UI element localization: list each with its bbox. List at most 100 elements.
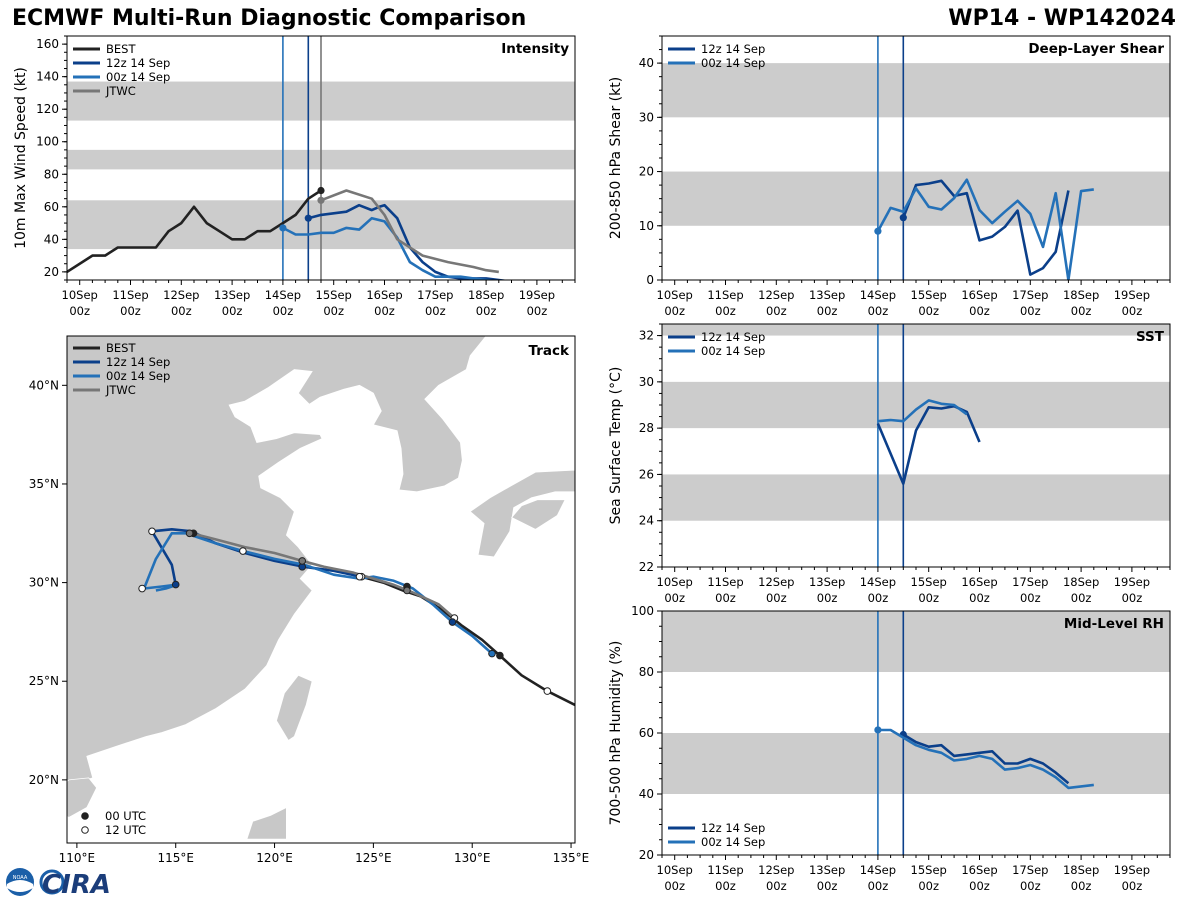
intensity-xtick-label-day-3: 13Sep <box>214 288 250 302</box>
noaa-logo-text: NOAA <box>13 875 28 881</box>
intensity-xtick-label-day-7: 17Sep <box>417 288 453 302</box>
track-lines <box>138 527 575 707</box>
shear-panel-title: Deep-Layer Shear <box>1028 41 1164 57</box>
rh-ytick-label-4: 100 <box>631 604 654 618</box>
figure-title: ECMWF Multi-Run Diagnostic Comparison <box>12 6 527 31</box>
track-ytick-label-4: 40°N <box>29 378 59 392</box>
rh-xtick-label-hour-1: 00z <box>715 879 736 893</box>
rh-xtick-label-hour-7: 00z <box>1020 879 1041 893</box>
rh-xtick-label-day-8: 18Sep <box>1063 863 1099 877</box>
intensity-xtick-label-day-9: 19Sep <box>519 288 555 302</box>
intensity-xtick-label-day-4: 14Sep <box>265 288 301 302</box>
intensity-xtick-label-day-6: 16Sep <box>366 288 402 302</box>
track-plot-area <box>67 336 575 843</box>
rh-band-1 <box>662 611 1170 672</box>
rh-xtick-label-hour-6: 00z <box>969 879 990 893</box>
sst-xtick-label-hour-1: 00z <box>715 591 736 605</box>
shear-xtick-label-day-8: 18Sep <box>1063 288 1099 302</box>
rh-xtick-label-hour-4: 00z <box>868 879 889 893</box>
rh-series-line-0 <box>902 733 1070 785</box>
shear-xtick-label-hour-5: 00z <box>918 304 939 318</box>
sst-xtick-label-day-9: 19Sep <box>1114 575 1150 589</box>
rh-ytick-label-1: 40 <box>639 787 654 801</box>
shear-xtick-label-hour-1: 00z <box>715 304 736 318</box>
intensity-series-marker-2 <box>279 224 287 232</box>
sst-series-line-1 <box>877 399 968 423</box>
rh-plot-area <box>662 611 1170 855</box>
sst-xtick-label-day-4: 14Sep <box>860 575 896 589</box>
shear-series-line-0 <box>902 179 1070 276</box>
rh-panel: 20 40 60 80 100 10Sep 00z 11Sep 00z 12Sep 00z 13Sep… <box>608 604 1171 893</box>
track-marker-legend-label-1: 12 UTC <box>105 823 146 837</box>
shear-xtick-label-day-3: 13Sep <box>809 288 845 302</box>
rh-xtick-label-hour-3: 00z <box>817 879 838 893</box>
track-xtick-label-3: 125°E <box>355 851 392 865</box>
track-xtick-label-5: 135°E <box>553 851 590 865</box>
shear-xtick-label-hour-7: 00z <box>1020 304 1041 318</box>
rh-series-line-1 <box>877 728 1094 790</box>
sst-xtick-label-day-2: 12Sep <box>758 575 794 589</box>
track-xtick-label-1: 115°E <box>157 851 194 865</box>
intensity-ytick-label-4: 100 <box>36 135 59 149</box>
shear-legend-label-0: 12z 14 Sep <box>701 42 765 56</box>
shear-xtick-label-day-6: 16Sep <box>961 288 997 302</box>
intensity-panel-title: Intensity <box>501 41 569 57</box>
track-point-10 <box>298 557 307 565</box>
mainland-land <box>67 336 487 792</box>
taiwan-land <box>276 674 313 741</box>
intensity-series-marker-3 <box>317 196 325 204</box>
shear-ytick-label-4: 40 <box>639 56 654 70</box>
shear-band-0 <box>662 171 1170 226</box>
track-point-16 <box>138 584 146 593</box>
shear-xtick-label-hour-9: 00z <box>1122 304 1143 318</box>
intensity-legend-label-0: BEST <box>106 42 136 56</box>
intensity-series-marker-1 <box>304 214 312 222</box>
track-marker-legend-symbol-0 <box>81 812 89 820</box>
shear-xtick-label-day-7: 17Sep <box>1012 288 1048 302</box>
rh-xtick-label-day-3: 13Sep <box>809 863 845 877</box>
track-marker-legend-symbol-1 <box>81 826 89 834</box>
shear-panel: 0 10 20 30 40 10Sep 00z 11Sep 00z 12Sep 00z 13Sep 00… <box>608 35 1171 318</box>
shear-ytick-label-3: 30 <box>639 110 654 124</box>
track-legend-label-0: BEST <box>106 341 136 355</box>
rh-legend-label-0: 12z 14 Sep <box>701 821 765 835</box>
sst-band-1 <box>662 381 1170 429</box>
shear-series-marker-0 <box>899 214 907 222</box>
intensity-ytick-label-2: 60 <box>44 200 59 214</box>
shear-series-line-1 <box>876 178 1094 280</box>
track-point-8 <box>355 572 364 581</box>
sst-xtick-label-hour-5: 00z <box>918 591 939 605</box>
rh-ylabel: 700-500 hPa Humidity (%) <box>608 641 624 826</box>
intensity-series-line-3 <box>320 189 499 274</box>
rh-ytick-label-2: 60 <box>639 726 654 740</box>
intensity-xtick-label-hour-0: 00z <box>69 304 90 318</box>
sst-xtick-label-day-1: 11Sep <box>707 575 743 589</box>
intensity-xtick-label-day-0: 10Sep <box>62 288 98 302</box>
sst-ytick-label-3: 28 <box>639 421 654 435</box>
rh-xtick-label-day-1: 11Sep <box>707 863 743 877</box>
track-point-6 <box>403 586 411 595</box>
track-point-1 <box>496 651 504 660</box>
sst-xtick-label-day-7: 17Sep <box>1012 575 1048 589</box>
track-frame <box>66 335 576 844</box>
intensity-xtick-label-hour-7: 00z <box>425 304 446 318</box>
sst-band-0 <box>662 474 1170 521</box>
track-legend-label-2: 00z 14 Sep <box>106 369 170 383</box>
track-ytick-label-0: 20°N <box>29 773 59 787</box>
intensity-legend-label-1: 12z 14 Sep <box>106 56 170 70</box>
intensity-xtick-label-day-2: 12Sep <box>163 288 199 302</box>
rh-xtick-label-day-2: 12Sep <box>758 863 794 877</box>
shear-xtick-label-hour-6: 00z <box>969 304 990 318</box>
track-legend-label-3: JTWC <box>105 383 136 397</box>
rh-xtick-label-hour-0: 00z <box>664 879 685 893</box>
intensity-xtick-label-hour-5: 00z <box>323 304 344 318</box>
track-ytick-label-3: 35°N <box>29 477 59 491</box>
intensity-panel: 20 40 60 80 100 120 140 160 10Sep 00z 11Sep 00z 12Se… <box>13 35 576 318</box>
intensity-xtick-label-day-8: 18Sep <box>468 288 504 302</box>
track-point-2 <box>488 649 496 658</box>
sst-ytick-label-1: 24 <box>639 514 654 528</box>
sst-xtick-label-day-6: 16Sep <box>961 575 997 589</box>
sst-plot-area <box>662 324 1170 567</box>
track-point-4 <box>448 618 457 626</box>
